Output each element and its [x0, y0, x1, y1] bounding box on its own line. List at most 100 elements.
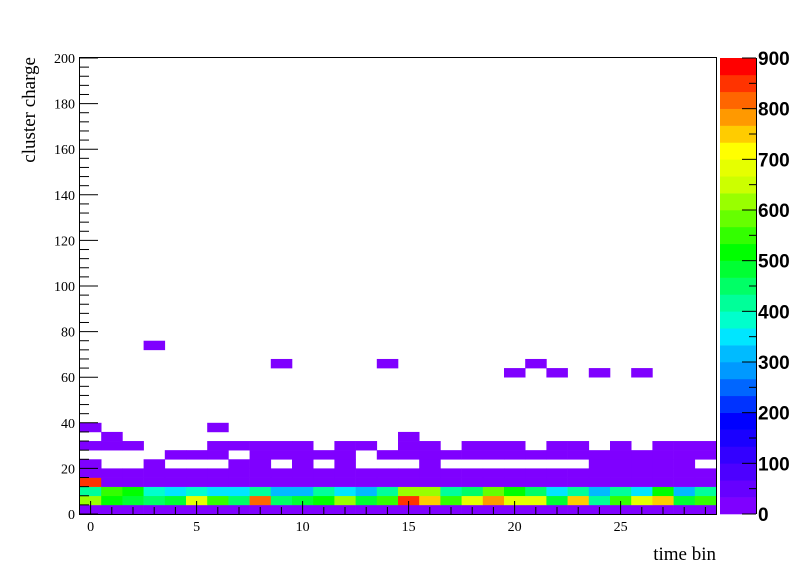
heatmap-cell	[270, 450, 293, 460]
heatmap-cell	[270, 441, 293, 451]
palette-label: 900	[758, 49, 790, 70]
palette-label: 200	[758, 404, 790, 425]
heatmap-cell	[504, 441, 526, 451]
heatmap-cell	[80, 495, 102, 506]
heatmap-cell	[567, 450, 590, 460]
heatmap-cell	[334, 459, 356, 469]
heatmap-cell	[610, 477, 632, 487]
heatmap-cell	[292, 486, 314, 497]
heatmap-cell	[440, 468, 462, 478]
heatmap-cell	[122, 486, 144, 497]
heatmap-cell	[694, 495, 717, 506]
heatmap-cell	[419, 495, 441, 506]
heatmap-cell	[652, 477, 674, 487]
heatmap-cell	[164, 495, 187, 506]
palette-swatch	[720, 108, 756, 126]
heatmap-cell	[355, 441, 378, 451]
heatmap-cell	[694, 441, 717, 451]
heatmap-cell	[461, 450, 484, 460]
heatmap-cell	[567, 468, 590, 478]
heatmap-cell	[588, 459, 611, 469]
heatmap-cell	[398, 495, 420, 506]
heatmap-cell	[673, 468, 696, 478]
heatmap-cell	[546, 368, 568, 378]
heatmap-cell	[610, 495, 632, 506]
heatmap-cell	[270, 468, 293, 478]
palette-swatch	[720, 74, 756, 93]
heatmap-cell	[546, 468, 568, 478]
palette-swatch	[720, 243, 756, 261]
heatmap-cell	[186, 450, 208, 460]
heatmap-cell	[313, 486, 335, 497]
y-tick-label: 20	[61, 462, 75, 477]
heatmap-cell	[186, 486, 208, 497]
heatmap-cell	[334, 450, 356, 460]
heatmap-cell	[80, 459, 102, 469]
heatmap-cell	[419, 459, 441, 469]
heatmap-cell	[567, 441, 590, 451]
heatmap-cell	[567, 486, 590, 497]
heatmap-cell	[398, 486, 420, 497]
heatmap-cell	[122, 495, 144, 506]
heatmap-cell	[673, 459, 696, 469]
heatmap-cell	[588, 495, 611, 506]
x-tick-label: 5	[193, 520, 200, 535]
palette-label: 0	[758, 505, 769, 526]
heatmap-cell	[504, 468, 526, 478]
heatmap-cell	[652, 441, 674, 451]
axis-ticks	[80, 57, 706, 515]
palette-swatch	[720, 159, 756, 177]
heatmap-cell	[461, 486, 484, 497]
y-tick-label: 140	[54, 189, 75, 204]
x-tick-label: 20	[508, 520, 522, 535]
heatmap-cell	[249, 468, 272, 478]
palette-swatch	[720, 328, 756, 346]
heatmap-cell	[270, 495, 293, 506]
heatmap-cell	[504, 477, 526, 487]
palette-swatch	[720, 277, 756, 295]
heatmap-cell	[631, 486, 653, 497]
y-tick-label: 0	[68, 508, 75, 523]
color-palette	[720, 57, 757, 515]
heatmap-cell	[440, 450, 462, 460]
palette-swatch	[720, 260, 756, 278]
palette-swatch	[720, 311, 756, 329]
heatmap-cell	[334, 441, 356, 451]
heatmap-cell	[525, 486, 547, 497]
heatmap-cell	[588, 468, 611, 478]
heatmap-cell	[122, 441, 144, 451]
heatmap-cell	[292, 441, 314, 451]
palette-swatch	[720, 378, 756, 397]
heatmap-cell	[546, 495, 568, 506]
heatmap-cell	[567, 495, 590, 506]
heatmap-cell	[313, 468, 335, 478]
heatmap-cell	[143, 486, 166, 497]
heatmap-cell	[419, 441, 441, 451]
heatmap-cell	[694, 486, 717, 497]
heatmap-cell	[419, 486, 441, 497]
heatmap-cell	[164, 477, 187, 487]
heatmap-cell	[228, 459, 250, 469]
heatmap-cell	[164, 468, 187, 478]
heatmap-cell	[164, 486, 187, 497]
heatmap-cell	[80, 422, 102, 433]
heatmap-cell	[652, 468, 674, 478]
heatmap-cell	[567, 477, 590, 487]
heatmap-cell	[207, 441, 229, 451]
heatmap-cell	[525, 468, 547, 478]
heatmap-cell	[101, 468, 123, 478]
heatmap-cell	[228, 477, 250, 487]
palette-swatch	[720, 294, 756, 312]
heatmap-cell	[186, 477, 208, 487]
heatmap-cell	[292, 459, 314, 469]
heatmap-cell	[270, 486, 293, 497]
heatmap-cell	[334, 468, 356, 478]
heatmap-cell	[631, 495, 653, 506]
palette-label: 600	[758, 201, 790, 222]
palette-swatch	[720, 480, 756, 498]
heatmap-cell	[419, 468, 441, 478]
heatmap-cell	[80, 477, 102, 487]
heatmap-cell	[504, 368, 526, 378]
palette-label: 300	[758, 353, 790, 374]
heatmap-cell	[143, 459, 166, 469]
